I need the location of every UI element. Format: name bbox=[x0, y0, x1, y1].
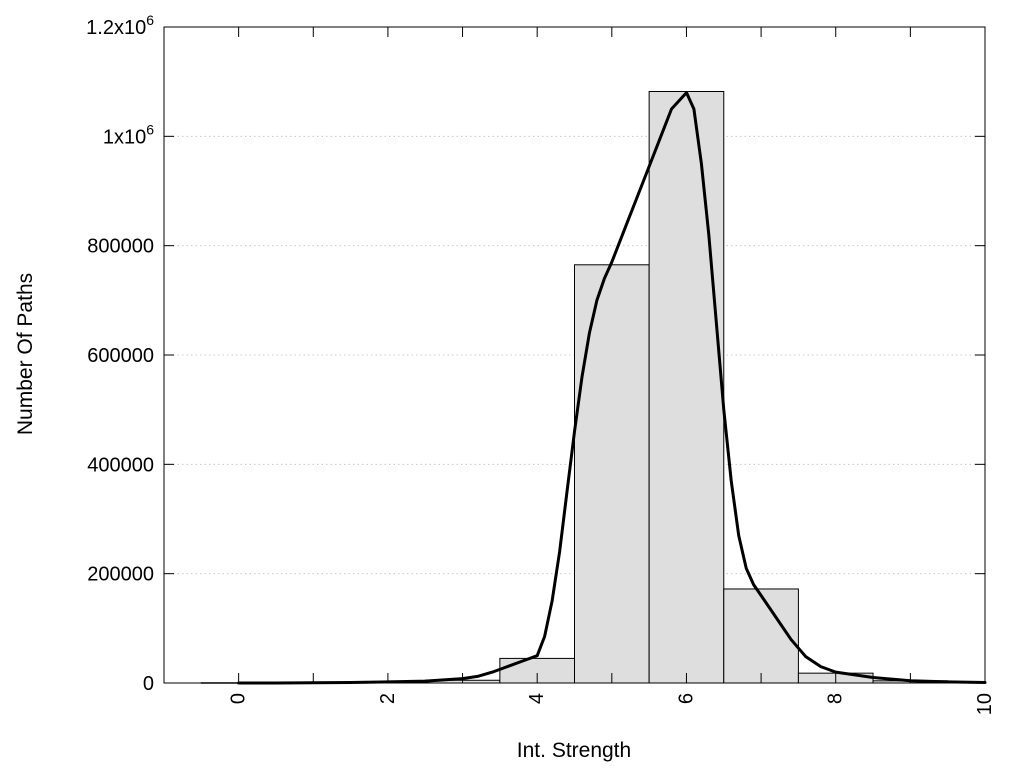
x-tick-label-10: 10 bbox=[974, 693, 996, 715]
x-tick-label-4: 4 bbox=[526, 693, 548, 704]
y-axis: 0 200000 400000 600000 800000 1x106 1.2x106 bbox=[86, 12, 985, 695]
x-axis: 0 2 4 6 8 10 bbox=[228, 27, 996, 715]
y-tick-label-5: 1x106 bbox=[103, 121, 154, 148]
y-tick-label-2: 400000 bbox=[87, 454, 154, 476]
y-axis-title: Number Of Paths bbox=[14, 273, 37, 435]
x-tick-label-0: 0 bbox=[228, 693, 250, 704]
bar-6 bbox=[648, 91, 725, 684]
y-tick-label-6: 1.2x106 bbox=[86, 12, 154, 39]
x-tick-label-2: 2 bbox=[377, 693, 399, 704]
fit-curve bbox=[237, 91, 987, 685]
histogram-bars bbox=[200, 91, 949, 684]
y-tick-label-3: 600000 bbox=[87, 345, 154, 367]
bar-7 bbox=[723, 588, 799, 684]
y-tick-label-4: 800000 bbox=[87, 236, 154, 258]
y-tick-label-1: 200000 bbox=[87, 564, 154, 586]
bar-5 bbox=[574, 264, 650, 684]
x-tick-label-6: 6 bbox=[675, 693, 697, 704]
x-axis-title: Int. Strength bbox=[517, 739, 631, 762]
y-tick-label-0: 0 bbox=[143, 673, 154, 695]
x-tick-label-8: 8 bbox=[825, 693, 847, 704]
